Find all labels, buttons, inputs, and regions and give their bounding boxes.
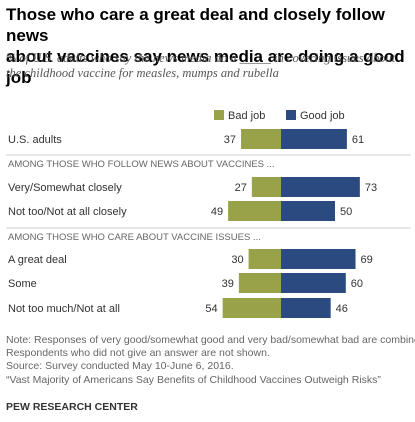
chart-title: Those who care a great deal and closely … [6, 4, 411, 88]
bar-bad-job [238, 273, 281, 293]
value-label-bad: 27 [235, 182, 247, 194]
bar-bad-job [228, 201, 281, 221]
value-label-good: 61 [352, 134, 364, 146]
legend-label-good: Good job [300, 110, 345, 122]
row-label: Some [8, 278, 37, 290]
note-line-4: “Vast Majority of Americans Say Benefits… [6, 373, 381, 386]
legend-swatch-bad [214, 110, 224, 120]
value-label-good: 50 [340, 206, 352, 218]
value-label-good: 73 [365, 182, 377, 194]
row-label: Not too much/Not at all [8, 303, 120, 315]
title-line-2: about vaccines say news media are doing … [6, 47, 405, 87]
diverging-bar-chart: Bad job Good job U.S. adults 37 61 AMONG THOS… [6, 110, 411, 318]
group-header: AMONG THOSE WHO FOLLOW NEWS ABOUT VACCIN… [8, 159, 275, 170]
bar-good-job [281, 298, 331, 318]
row-label: U.S. adults [8, 134, 62, 146]
chart-subtitle: % of U.S. adults who say the news media … [6, 51, 411, 81]
value-label-bad: 39 [222, 278, 234, 290]
bar-bad-job [251, 177, 281, 197]
legend-swatch-good [286, 110, 296, 120]
value-label-bad: 30 [231, 254, 243, 266]
source-footer: PEW RESEARCH CENTER [6, 401, 138, 413]
value-label-good: 69 [361, 254, 373, 266]
subtitle-line-1: % of U.S. adults who say the news media … [6, 51, 396, 65]
value-label-good: 60 [351, 278, 363, 290]
bar-good-job [281, 177, 360, 197]
bar-bad-job [241, 129, 281, 149]
bar-good-job [281, 201, 335, 221]
value-label-bad: 49 [211, 206, 223, 218]
group-header: AMONG THOSE WHO CARE ABOUT VACCINE ISSUE… [8, 232, 261, 243]
chart-note: Note: Responses of very good/somewhat go… [6, 334, 415, 387]
bar-good-job [281, 249, 356, 269]
value-label-bad: 54 [205, 303, 217, 315]
row-label: Very/Somewhat closely [8, 182, 122, 194]
value-label-good: 46 [336, 303, 348, 315]
bar-good-job [281, 129, 347, 149]
row-label: Not too/Not at all closely [8, 206, 127, 218]
title-line-1: Those who care a great deal and closely … [6, 5, 385, 45]
subtitle-line-2: the childhood vaccine for measles, mumps… [6, 66, 279, 80]
note-line-3: Source: Survey conducted May 10-June 6, … [6, 360, 234, 373]
bar-bad-job [248, 249, 281, 269]
value-label-bad: 37 [224, 134, 236, 146]
row-label: A great deal [8, 254, 67, 266]
bar-good-job [281, 273, 346, 293]
legend-label-bad: Bad job [228, 110, 265, 122]
note-line-1: Note: Responses of very good/somewhat go… [6, 334, 415, 346]
note-line-2: Respondents who did not give an answer a… [6, 347, 270, 360]
bar-bad-job [222, 298, 281, 318]
